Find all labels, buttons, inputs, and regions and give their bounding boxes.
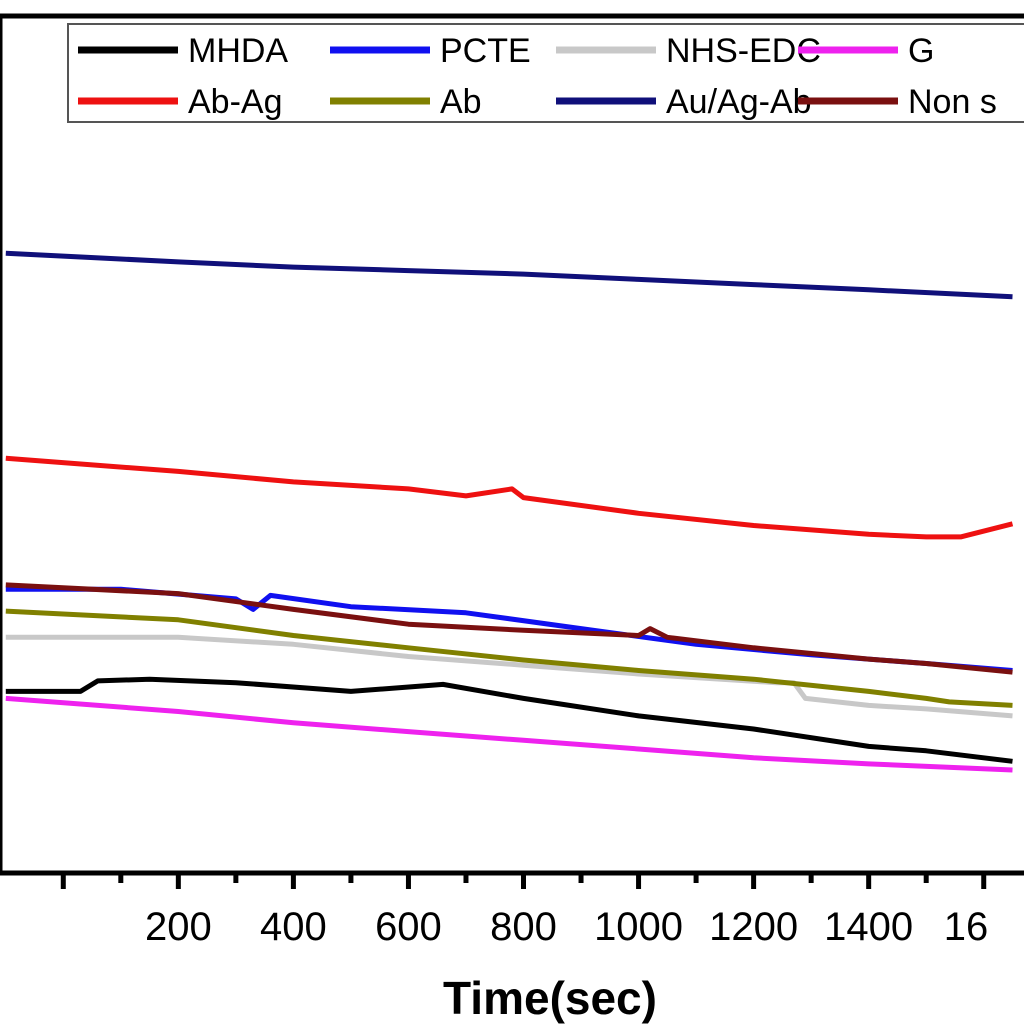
legend-label: Ab	[440, 83, 482, 121]
x-axis-title: Time(sec)	[443, 972, 657, 1024]
series-line-au-ag-ab	[5, 250, 1013, 300]
x-tick-label: 800	[490, 905, 557, 949]
legend-label: Non s	[908, 83, 997, 121]
legend-box	[67, 23, 1024, 123]
series-layer	[5, 250, 1014, 773]
x-tick-label: 1400	[824, 905, 913, 949]
x-tick-label: 1000	[594, 905, 683, 949]
legend-label: MHDA	[188, 32, 288, 70]
legend-label: Au/Ag-Ab	[666, 83, 812, 121]
x-tick-label: 16	[944, 905, 989, 949]
series-line-ab-ag	[5, 455, 1014, 540]
x-tick-label: 400	[260, 905, 327, 949]
series-line-mhda	[5, 676, 1013, 764]
series-line-nhs-edc	[5, 634, 1013, 719]
legend: MHDA PCTE NHS-EDC G Ab-Ag Ab Au/Ag-Ab Non s	[67, 23, 1024, 123]
chart-axes: 200 400 600 800 1000 1200 1400 16	[0, 13, 1024, 949]
legend-label: PCTE	[440, 32, 531, 70]
x-tick-label: 200	[145, 905, 212, 949]
plot-frame	[0, 13, 1024, 876]
legend-label: NHS-EDC	[666, 32, 821, 70]
legend-label: G	[908, 32, 934, 70]
x-tick-label: 600	[375, 905, 442, 949]
legend-label: Ab-Ag	[188, 83, 283, 121]
series-line-non-s	[5, 582, 1013, 675]
series-line-g	[5, 695, 1013, 773]
series-line-ab	[5, 608, 1013, 708]
x-tick-label: 1200	[709, 905, 798, 949]
